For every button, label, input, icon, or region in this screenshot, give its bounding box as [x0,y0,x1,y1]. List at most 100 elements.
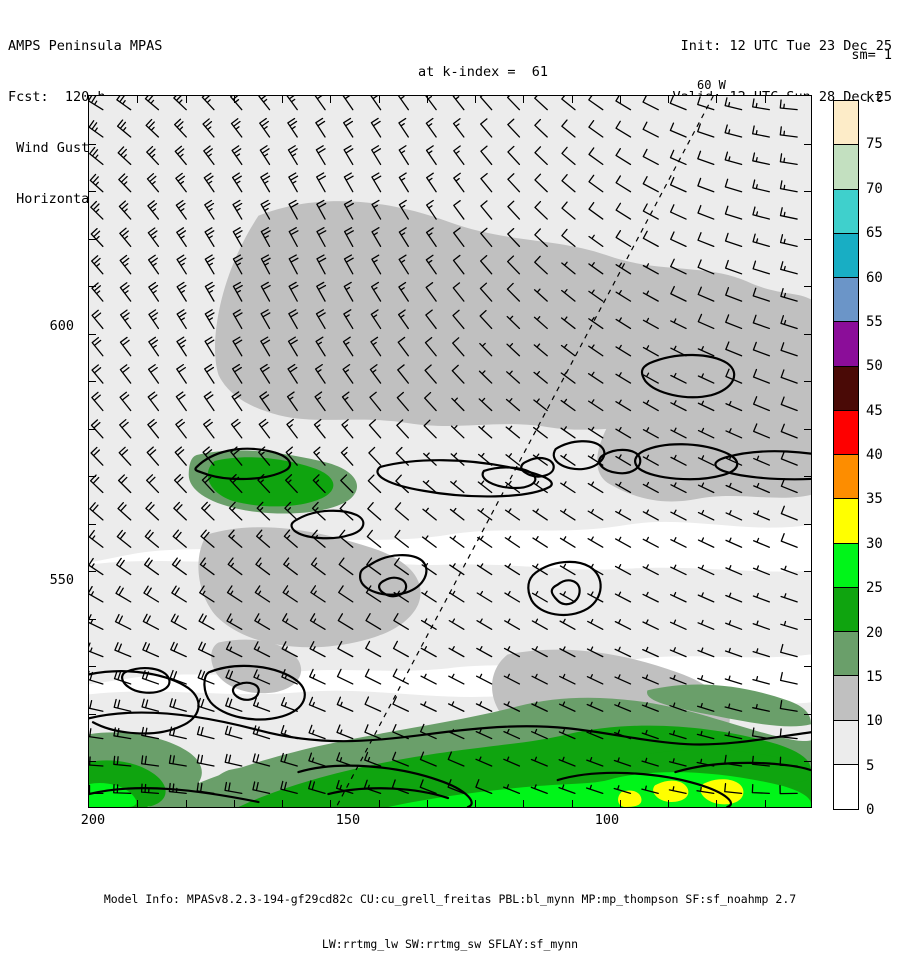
wind-barb [420,646,437,658]
wind-barb [449,507,465,521]
wind-barb [198,613,215,630]
wind-barb [532,536,548,548]
wind-barb [531,701,548,712]
wind-barb [668,786,687,794]
wind-barb [230,446,243,466]
x-axis-label-100: 100 [594,812,620,828]
wind-barb [561,228,576,248]
wind-barb [779,785,798,795]
wind-barb [119,364,132,384]
wind-barb [231,363,243,384]
wind-barb [89,173,104,193]
wind-barb [336,724,354,740]
wind-barb [420,701,437,712]
colorbar-segment [834,233,858,278]
wind-barb [232,281,243,302]
wind-barb [452,337,465,357]
wind-barb [615,344,632,357]
smoothing-value: sm= 1 [851,47,892,63]
colorbar-segment [834,101,858,146]
wind-barb [252,725,271,740]
wind-barb [479,309,493,330]
wind-barb [369,391,382,412]
wind-barb [91,391,104,412]
wind-barb [119,254,132,275]
wind-barb [587,618,604,630]
wind-barb [340,474,354,494]
wind-barb [147,418,160,439]
wind-barb [392,723,409,740]
wind-barb [477,508,493,521]
wind-barb [310,585,326,603]
y-tick [89,286,96,288]
y-tick [89,571,96,573]
colorbar[interactable] [833,100,859,810]
wind-barb [231,145,243,166]
wind-barb [587,399,604,412]
colorbar-segment [834,499,858,544]
wind-barb [752,260,770,275]
wind-barb [530,784,548,794]
wind-barb [393,612,409,630]
wind-barb [308,696,326,712]
colorbar-tick-65: 65 [866,225,883,242]
wind-barb [91,364,104,384]
wind-barb [395,474,409,494]
wind-barb [175,418,187,439]
wind-barb [426,199,437,220]
wind-barb [642,263,659,275]
wind-barb [141,726,160,740]
wind-barb [203,145,215,166]
wind-barb [477,535,493,548]
wind-barb [89,728,104,740]
wind-barb [614,564,632,576]
wind-barb [227,557,243,576]
wind-barb [506,343,521,357]
wind-barb [615,481,632,494]
model-info-footer: Model Info: MPASv8.2.3-194-gf29cd82c CU:… [0,862,900,967]
wind-barb [148,281,160,302]
wind-barb [308,724,326,740]
wind-barb [533,316,548,330]
wind-barb [364,668,382,685]
colorbar-segment [834,587,858,632]
wind-barb [230,418,243,439]
wind-barb [145,118,160,138]
wind-barb [615,372,632,384]
wind-barb [367,502,382,521]
y-tick [804,381,811,383]
wind-barb [450,452,465,466]
wind-barb [615,262,632,275]
wind-barb [475,728,493,740]
wind-barb [287,145,298,166]
wind-barb [505,398,521,412]
wind-barb [585,784,604,794]
map-plot-area[interactable] [88,95,812,808]
wind-barb [724,97,743,111]
wind-barb [586,701,604,712]
wind-barb [397,96,409,111]
wind-barb [397,364,409,384]
wind-barb [503,673,521,685]
wind-barb [558,784,576,794]
wind-barb [642,290,659,302]
colorbar-segment [834,322,858,367]
wind-barb [204,199,215,220]
wind-barb [308,752,326,767]
wind-barb [534,173,548,193]
wind-barb [532,563,548,576]
wind-barb [174,145,187,166]
wind-barb [232,309,243,330]
wind-barb [452,118,465,138]
wind-barb [254,585,271,603]
wind-barb [145,501,160,521]
wind-barb [752,314,770,330]
wind-barb [697,373,715,384]
wind-barb [397,336,409,357]
wind-barb [398,117,409,138]
wind-barb [780,396,798,412]
wind-barb [614,536,632,548]
wind-barb [260,281,271,302]
wind-barb [670,427,687,439]
colorbar-segment [834,764,858,809]
